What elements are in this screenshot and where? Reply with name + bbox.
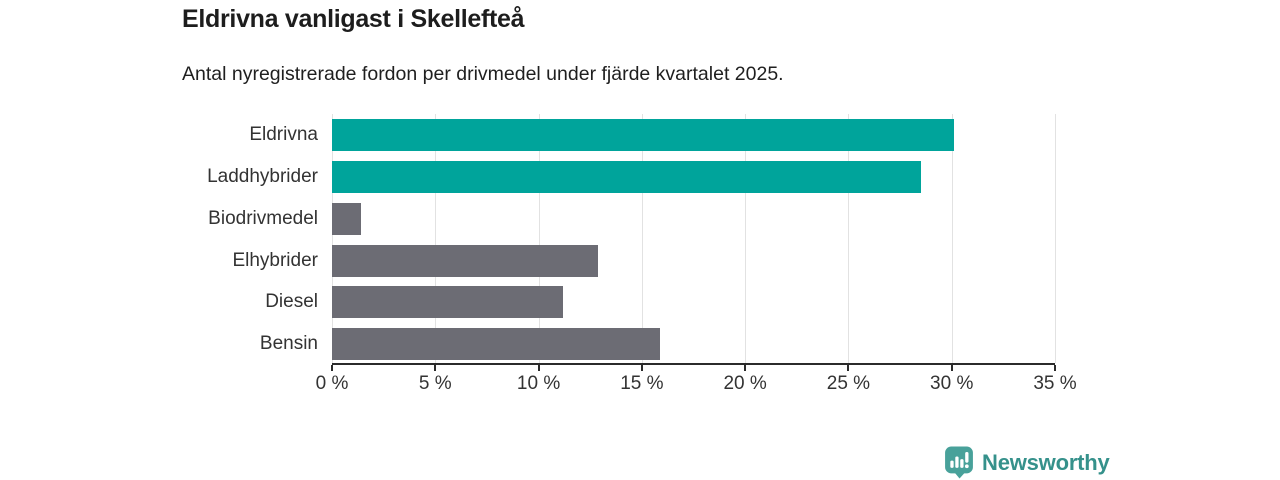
chart-title: Eldrivna vanligast i Skellefteå [182, 5, 525, 33]
x-axis-tick-label: 20 % [723, 373, 767, 394]
gridline [1055, 114, 1056, 363]
category-label: Bensin [259, 333, 318, 355]
bar-chart-speech-bubble-icon [945, 446, 973, 479]
category-label: Elhybrider [232, 249, 318, 271]
gridline [745, 114, 747, 363]
bar-row [332, 323, 1055, 365]
gridline [435, 114, 437, 363]
x-axis-tick [847, 365, 850, 371]
x-axis-tick [640, 365, 643, 371]
x-axis-tick [744, 365, 747, 371]
category-labels: Eldrivna Laddhybrider Biodrivmedel Elhybrid… [0, 114, 318, 365]
x-axis-tick-label: 10 % [516, 373, 561, 394]
x-axis-tick-label: 30 % [930, 373, 974, 394]
x-axis-tick-label: 35 % [1033, 373, 1077, 394]
category-label: Biodrivmedel [208, 207, 318, 229]
category-label: Diesel [265, 291, 318, 313]
bar-row [332, 281, 1055, 323]
brand-name: Newsworthy [982, 449, 1110, 475]
gridline [951, 114, 953, 363]
x-axis-tick-label: 0 % [315, 373, 349, 394]
bar-row [332, 156, 1055, 198]
gridline [538, 114, 540, 363]
bar-row [332, 114, 1055, 156]
bar-laddhybrider [332, 160, 921, 193]
x-axis-tick-label: 5 % [418, 373, 452, 394]
newsworthy-brand-link[interactable]: Newsworthy [944, 446, 1110, 479]
x-axis-tick [434, 365, 437, 371]
bar-biodrivmedel [332, 202, 361, 235]
bar-row [332, 240, 1055, 282]
x-axis-tick-label: 15 % [620, 373, 664, 394]
gridline [332, 114, 333, 363]
x-axis-tick [331, 365, 333, 371]
gridline [848, 114, 850, 363]
bar-elhybrider [332, 244, 599, 277]
category-label: Eldrivna [249, 124, 318, 145]
category-label: Laddhybrider [207, 165, 318, 187]
gridline [641, 114, 643, 363]
x-axis-tick-label: 25 % [826, 373, 871, 394]
bar-eldrivna [332, 119, 954, 151]
x-axis-tick [1054, 365, 1056, 371]
plot-area: 0 % 5 % 10 % 15 % 20 % 25 % 30 % 35 % [316, 114, 1077, 394]
x-axis-tick [950, 365, 953, 371]
chart-subtitle: Antal nyregistrerade fordon per drivmede… [182, 63, 784, 85]
bar-bensin [332, 328, 661, 361]
bar-diesel [332, 286, 564, 319]
x-axis-tick [537, 365, 540, 371]
bar-row [332, 198, 1055, 240]
